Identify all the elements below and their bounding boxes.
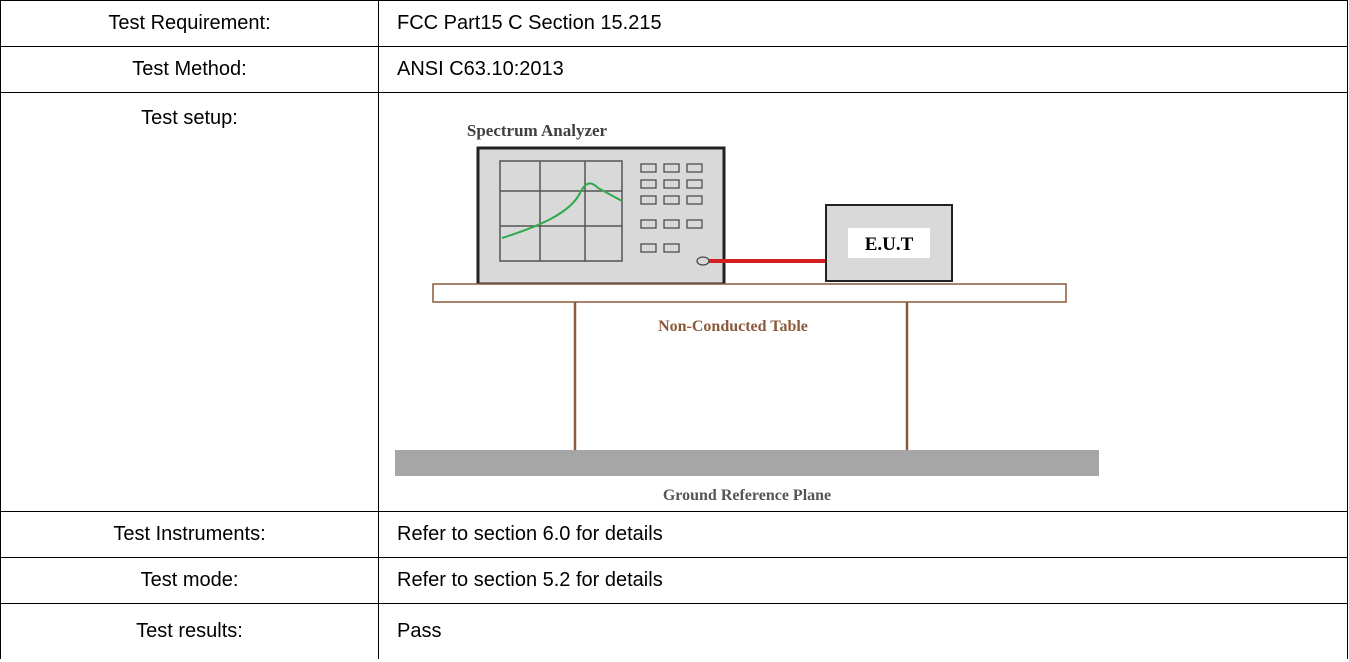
value: Refer to section 5.2 for details xyxy=(378,557,1348,604)
row: Test Method: ANSI C63.10:2013 xyxy=(0,46,1348,93)
trace xyxy=(501,182,623,239)
label: Test Method: xyxy=(0,46,379,93)
table-label: Non-Conducted Table xyxy=(658,318,808,335)
table-top xyxy=(432,283,1067,303)
label: Test Instruments: xyxy=(0,511,379,558)
label: Test setup: xyxy=(0,92,379,512)
label: Test Requirement: xyxy=(0,0,379,47)
value: Pass xyxy=(378,603,1348,659)
row: Test setup: Spectrum Analyzer E.U.T Non-… xyxy=(0,92,1348,512)
value: ANSI C63.10:2013 xyxy=(378,46,1348,93)
row: Test Instruments: Refer to section 6.0 fo… xyxy=(0,511,1348,558)
screen xyxy=(499,160,623,262)
table-legs xyxy=(573,302,909,450)
value: Refer to section 6.0 for details xyxy=(378,511,1348,558)
row: Test mode: Refer to section 5.2 for detai… xyxy=(0,557,1348,604)
label: Test results: xyxy=(0,603,379,659)
buttons xyxy=(640,163,710,266)
screen-grid xyxy=(500,161,622,261)
ground-label: Ground Reference Plane xyxy=(663,487,831,504)
setup-cell: Spectrum Analyzer E.U.T Non-Conducted Ta… xyxy=(378,92,1348,512)
value: FCC Part15 C Section 15.215 xyxy=(378,0,1348,47)
analyzer-label: Spectrum Analyzer xyxy=(467,121,608,140)
setup-diagram: Spectrum Analyzer E.U.T Non-Conducted Ta… xyxy=(395,121,1099,504)
row: Test results: Pass xyxy=(0,603,1348,659)
eut-label: E.U.T xyxy=(865,234,914,255)
row: Test Requirement: FCC Part15 C Section 15… xyxy=(0,0,1348,47)
ground-plane xyxy=(395,450,1099,476)
eut-label-box xyxy=(848,228,930,258)
label: Test mode: xyxy=(0,557,379,604)
